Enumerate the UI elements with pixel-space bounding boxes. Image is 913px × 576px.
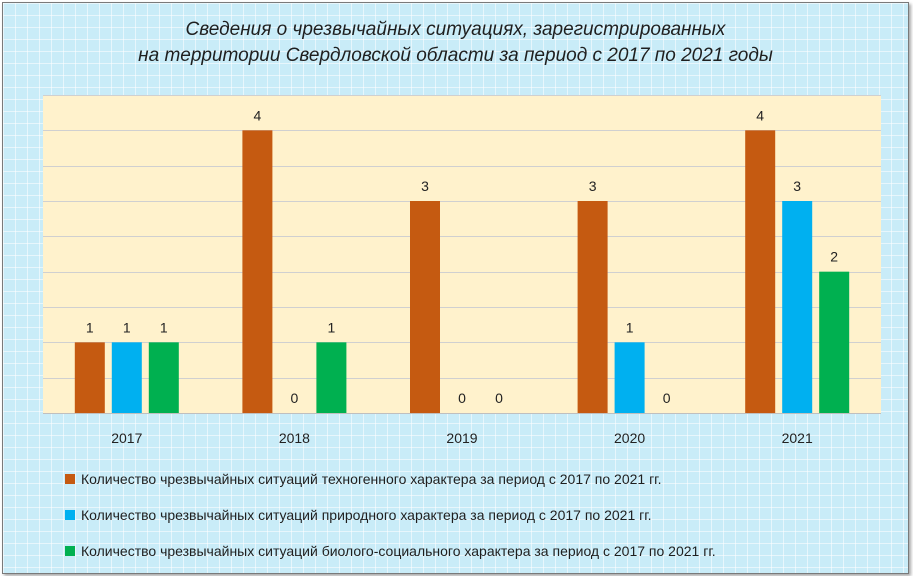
bar xyxy=(614,342,645,413)
data-label: 0 xyxy=(458,390,466,406)
data-label: 1 xyxy=(86,319,94,335)
legend-swatch-natural xyxy=(65,510,75,520)
x-tick-label: 2020 xyxy=(614,430,645,446)
data-label: 2 xyxy=(830,249,838,265)
data-label: 0 xyxy=(663,390,671,406)
data-label: 3 xyxy=(421,178,429,194)
bar xyxy=(782,201,813,413)
x-tick-label: 2018 xyxy=(279,430,310,446)
chart-title: Сведения о чрезвычайных ситуациях, зарег… xyxy=(3,17,908,69)
data-label: 3 xyxy=(589,178,597,194)
data-label: 0 xyxy=(495,390,503,406)
legend-item-natural: Количество чрезвычайных ситуаций природн… xyxy=(65,497,716,533)
x-tick-label: 2019 xyxy=(446,430,477,446)
plot-area: 2017 1 1 1 2018 4 0 1 2019 3 0 0 2020 3 1 0 2021 4 3 2 xyxy=(43,95,881,446)
bar xyxy=(242,130,273,413)
bar xyxy=(745,130,776,413)
bar xyxy=(316,342,347,413)
bar xyxy=(111,342,142,413)
data-label: 1 xyxy=(160,319,168,335)
legend-item-biosocial: Количество чрезвычайных ситуаций биолого… xyxy=(65,533,716,569)
data-label: 4 xyxy=(756,107,764,123)
data-label: 4 xyxy=(254,107,262,123)
bar xyxy=(577,201,608,413)
legend: Количество чрезвычайных ситуаций техноге… xyxy=(65,461,716,569)
x-tick-label: 2017 xyxy=(111,430,142,446)
legend-swatch-technogenic xyxy=(65,474,75,484)
bar xyxy=(819,271,850,413)
chart-title-line-2: на территории Свердловской области за пе… xyxy=(138,45,773,66)
bar xyxy=(74,342,105,413)
x-tick-label: 2021 xyxy=(782,430,813,446)
legend-item-technogenic: Количество чрезвычайных ситуаций техноге… xyxy=(65,461,716,497)
legend-label-natural: Количество чрезвычайных ситуаций природн… xyxy=(81,507,652,523)
bar xyxy=(148,342,179,413)
data-label: 1 xyxy=(328,319,336,335)
legend-label-biosocial: Количество чрезвычайных ситуаций биолого… xyxy=(81,543,716,559)
data-label: 1 xyxy=(626,319,634,335)
bar xyxy=(410,201,440,413)
legend-swatch-biosocial xyxy=(65,546,75,556)
plot-background xyxy=(43,95,881,413)
legend-label-technogenic: Количество чрезвычайных ситуаций техноге… xyxy=(81,471,662,487)
chart-title-line-1: Сведения о чрезвычайных ситуациях, зарег… xyxy=(185,19,726,40)
data-label: 3 xyxy=(793,178,801,194)
data-label: 1 xyxy=(123,319,131,335)
data-label: 0 xyxy=(291,390,299,406)
